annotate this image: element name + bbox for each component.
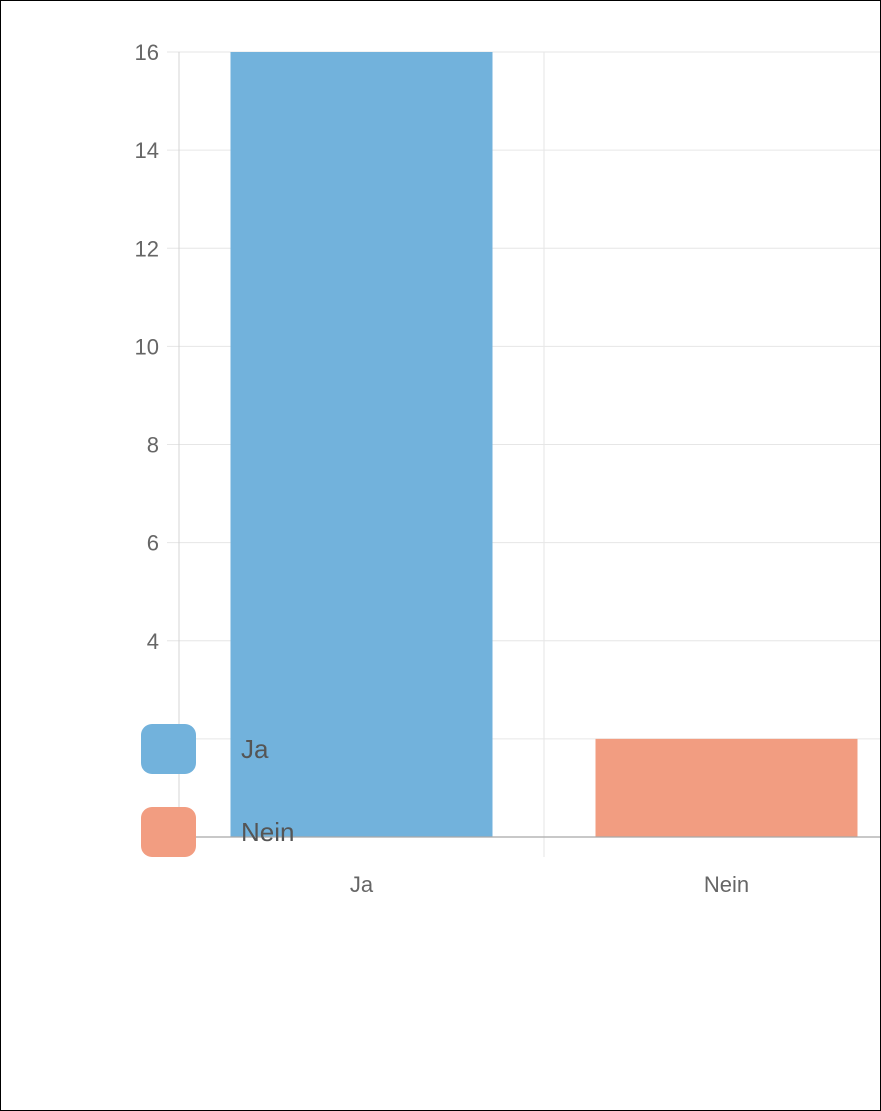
legend-label-nein[interactable]: Nein: [241, 817, 294, 847]
y-tick-labels: 0246810121416: [135, 40, 159, 850]
y-tick-label: 6: [147, 531, 159, 556]
y-tick-label: 14: [135, 138, 159, 163]
x-tick-labels: Ja Nein: [350, 872, 749, 897]
x-tick-label: Ja: [350, 872, 374, 897]
bar-ja[interactable]: [230, 52, 493, 837]
y-tick-label: 16: [135, 40, 159, 65]
bar-nein[interactable]: [595, 738, 858, 837]
legend: Ja Nein: [141, 724, 294, 857]
x-tick-label: Nein: [704, 872, 749, 897]
bars: [230, 52, 858, 837]
legend-swatch-nein[interactable]: [141, 807, 196, 857]
y-tick-label: 4: [147, 629, 159, 654]
legend-label-ja[interactable]: Ja: [241, 734, 269, 764]
y-tick-label: 12: [135, 236, 159, 261]
legend-swatch-ja[interactable]: [141, 724, 196, 774]
y-tick-label: 10: [135, 334, 159, 359]
y-tick-label: 8: [147, 433, 159, 458]
